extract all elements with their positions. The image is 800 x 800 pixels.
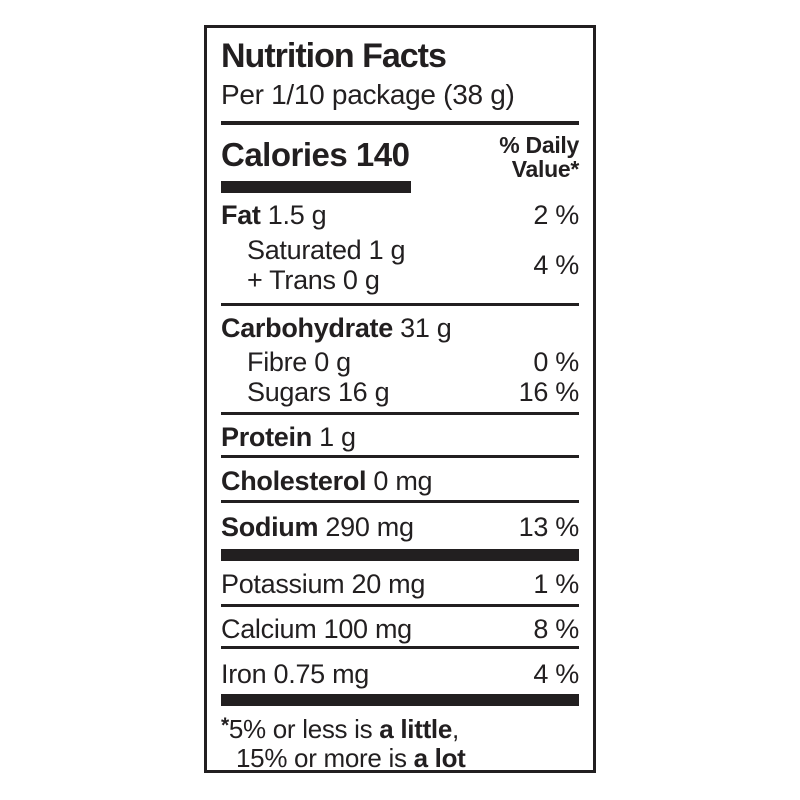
nutrient-name: Sugars 16 g (247, 377, 390, 408)
divider (221, 454, 579, 458)
saturated-line: Saturated 1 g (247, 235, 406, 266)
nutrient-name: Potassium 20 mg (221, 568, 426, 599)
row-sodium: Sodium 290 mg 13 % (221, 512, 580, 543)
percent-value: 2 % (533, 199, 579, 230)
serving-size: Per 1/10 package (38 g) (221, 79, 515, 111)
asterisk: * (221, 713, 229, 737)
divider (221, 604, 579, 607)
divider (221, 646, 579, 650)
row-protein: Protein 1 g (221, 421, 579, 452)
calories-row: Calories 140 % Daily Value* (221, 131, 580, 182)
trans-line: + Trans 0 g (247, 265, 380, 296)
label-title: Nutrition Facts (221, 37, 447, 75)
calories-number: 140 (355, 135, 410, 173)
percent-value: 1 % (533, 568, 579, 599)
nutrient-name: Carbohydrate 31 g (221, 312, 452, 343)
header-divider (221, 120, 579, 125)
thick-divider (221, 693, 579, 706)
footnote: *5% or less is a little, 15% or more is … (221, 713, 579, 773)
nutrient-name: Calcium 100 mg (221, 614, 412, 644)
percent-daily-value-header: % Daily Value* (499, 131, 580, 182)
nutrient-name: Cholesterol 0 mg (221, 465, 433, 496)
nutrition-facts-label: Nutrition Facts Per 1/10 package (38 g) … (204, 25, 596, 773)
nutrient-name: Fibre 0 g (247, 346, 351, 377)
row-fibre: Fibre 0 g 0 % (221, 346, 579, 377)
nutrient-name: Sodium 290 mg (221, 512, 414, 543)
dv-header-line2: Value* (511, 155, 580, 182)
row-calcium: Calcium 100 mg 8 % (221, 614, 579, 644)
percent-value: 4 % (533, 250, 579, 281)
divider (221, 411, 579, 415)
divider (221, 302, 579, 306)
row-carbohydrate: Carbohydrate 31 g (221, 312, 579, 343)
footnote-line1: *5% or less is a little, (221, 713, 459, 744)
dv-header-line1: % Daily (499, 131, 579, 158)
row-potassium: Potassium 20 mg 1 % (221, 568, 579, 599)
thick-divider (221, 548, 579, 561)
calories-label: Calories (221, 135, 348, 173)
percent-value: 4 % (533, 659, 579, 690)
percent-value: 13 % (518, 512, 580, 543)
row-cholesterol: Cholesterol 0 mg (221, 467, 579, 495)
percent-value: 8 % (533, 614, 579, 644)
footnote-line2: 15% or more is a lot (236, 742, 466, 773)
row-fat: Fat 1.5 g 2 % (221, 199, 579, 230)
nutrient-name: Protein 1 g (221, 421, 356, 452)
nutrient-name: Iron 0.75 mg (221, 659, 369, 690)
calories-thick-divider (221, 180, 411, 193)
nutrient-name: Fat 1.5 g (221, 199, 327, 230)
divider (221, 500, 579, 504)
calories-value: Calories 140 (221, 131, 410, 179)
percent-value: 16 % (518, 377, 580, 408)
percent-value: 0 % (533, 346, 579, 377)
row-saturated-trans: Saturated 1 g + Trans 0 g 4 % (221, 235, 579, 295)
row-iron: Iron 0.75 mg 4 % (221, 659, 579, 690)
nutrient-name: Saturated 1 g + Trans 0 g (221, 235, 406, 296)
row-sugars: Sugars 16 g 16 % (221, 377, 580, 408)
